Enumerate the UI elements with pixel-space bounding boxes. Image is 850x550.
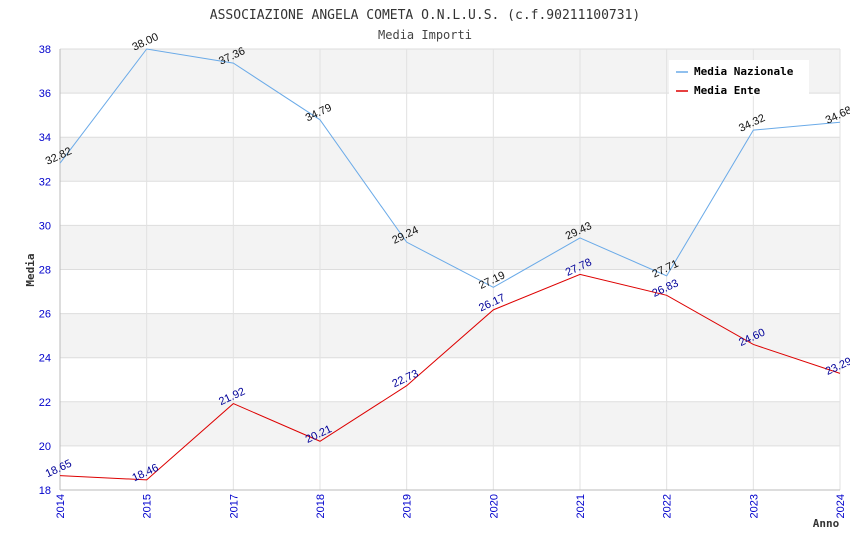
y-axis-ticks: 18 20 22 24 26 28 30 32 34 36 38 xyxy=(39,44,51,497)
grid-band xyxy=(60,137,840,182)
y-tick-label: 36 xyxy=(39,88,51,100)
grid-band xyxy=(60,93,840,138)
x-tick-label: 2019 xyxy=(402,494,414,518)
series-line-0 xyxy=(59,48,841,288)
chart-subtitle: Media Importi xyxy=(378,28,472,42)
x-tick-label: 2015 xyxy=(142,494,154,518)
y-tick-label: 22 xyxy=(39,397,51,409)
x-tick-label: 2017 xyxy=(228,494,240,518)
grid-lines xyxy=(59,48,841,491)
legend: Media Nazionale Media Ente xyxy=(669,60,809,97)
x-tick-label: 2023 xyxy=(748,494,760,518)
x-tick-label: 2020 xyxy=(488,494,500,518)
legend-label-media-nazionale: Media Nazionale xyxy=(694,65,794,78)
legend-label-media-ente: Media Ente xyxy=(694,84,761,97)
x-axis-ticks: 2014 2015 2017 2018 2019 2020 2021 2022 2023 2024 xyxy=(55,494,847,518)
grid-bands xyxy=(60,49,840,490)
y-tick-label: 34 xyxy=(39,132,51,144)
x-tick-label: 2024 xyxy=(835,494,847,518)
y-axis-label: Media xyxy=(24,253,37,286)
series-line-1 xyxy=(59,273,841,481)
chart-title: ASSOCIAZIONE ANGELA COMETA O.N.L.U.S. (c… xyxy=(210,8,640,23)
y-tick-label: 18 xyxy=(39,485,51,497)
y-tick-label: 20 xyxy=(39,441,51,453)
grid-band xyxy=(60,445,840,490)
y-tick-label: 38 xyxy=(39,44,51,56)
grid-band xyxy=(60,225,840,270)
y-tick-label: 30 xyxy=(39,220,51,232)
grid-band xyxy=(60,313,840,358)
y-tick-label: 28 xyxy=(39,265,51,277)
x-tick-label: 2014 xyxy=(55,494,67,518)
grid-band xyxy=(60,269,840,314)
grid-band xyxy=(60,181,840,226)
y-tick-label: 24 xyxy=(39,353,51,365)
y-tick-label: 32 xyxy=(39,176,51,188)
x-axis-label: Anno xyxy=(813,517,840,530)
x-tick-label: 2022 xyxy=(662,494,674,518)
x-tick-label: 2021 xyxy=(575,494,587,518)
series-lines xyxy=(59,48,841,481)
x-tick-label: 2018 xyxy=(315,494,327,518)
y-tick-label: 26 xyxy=(39,309,51,321)
legend-background xyxy=(669,60,809,96)
grid-band xyxy=(60,357,840,402)
grid-band xyxy=(60,401,840,446)
